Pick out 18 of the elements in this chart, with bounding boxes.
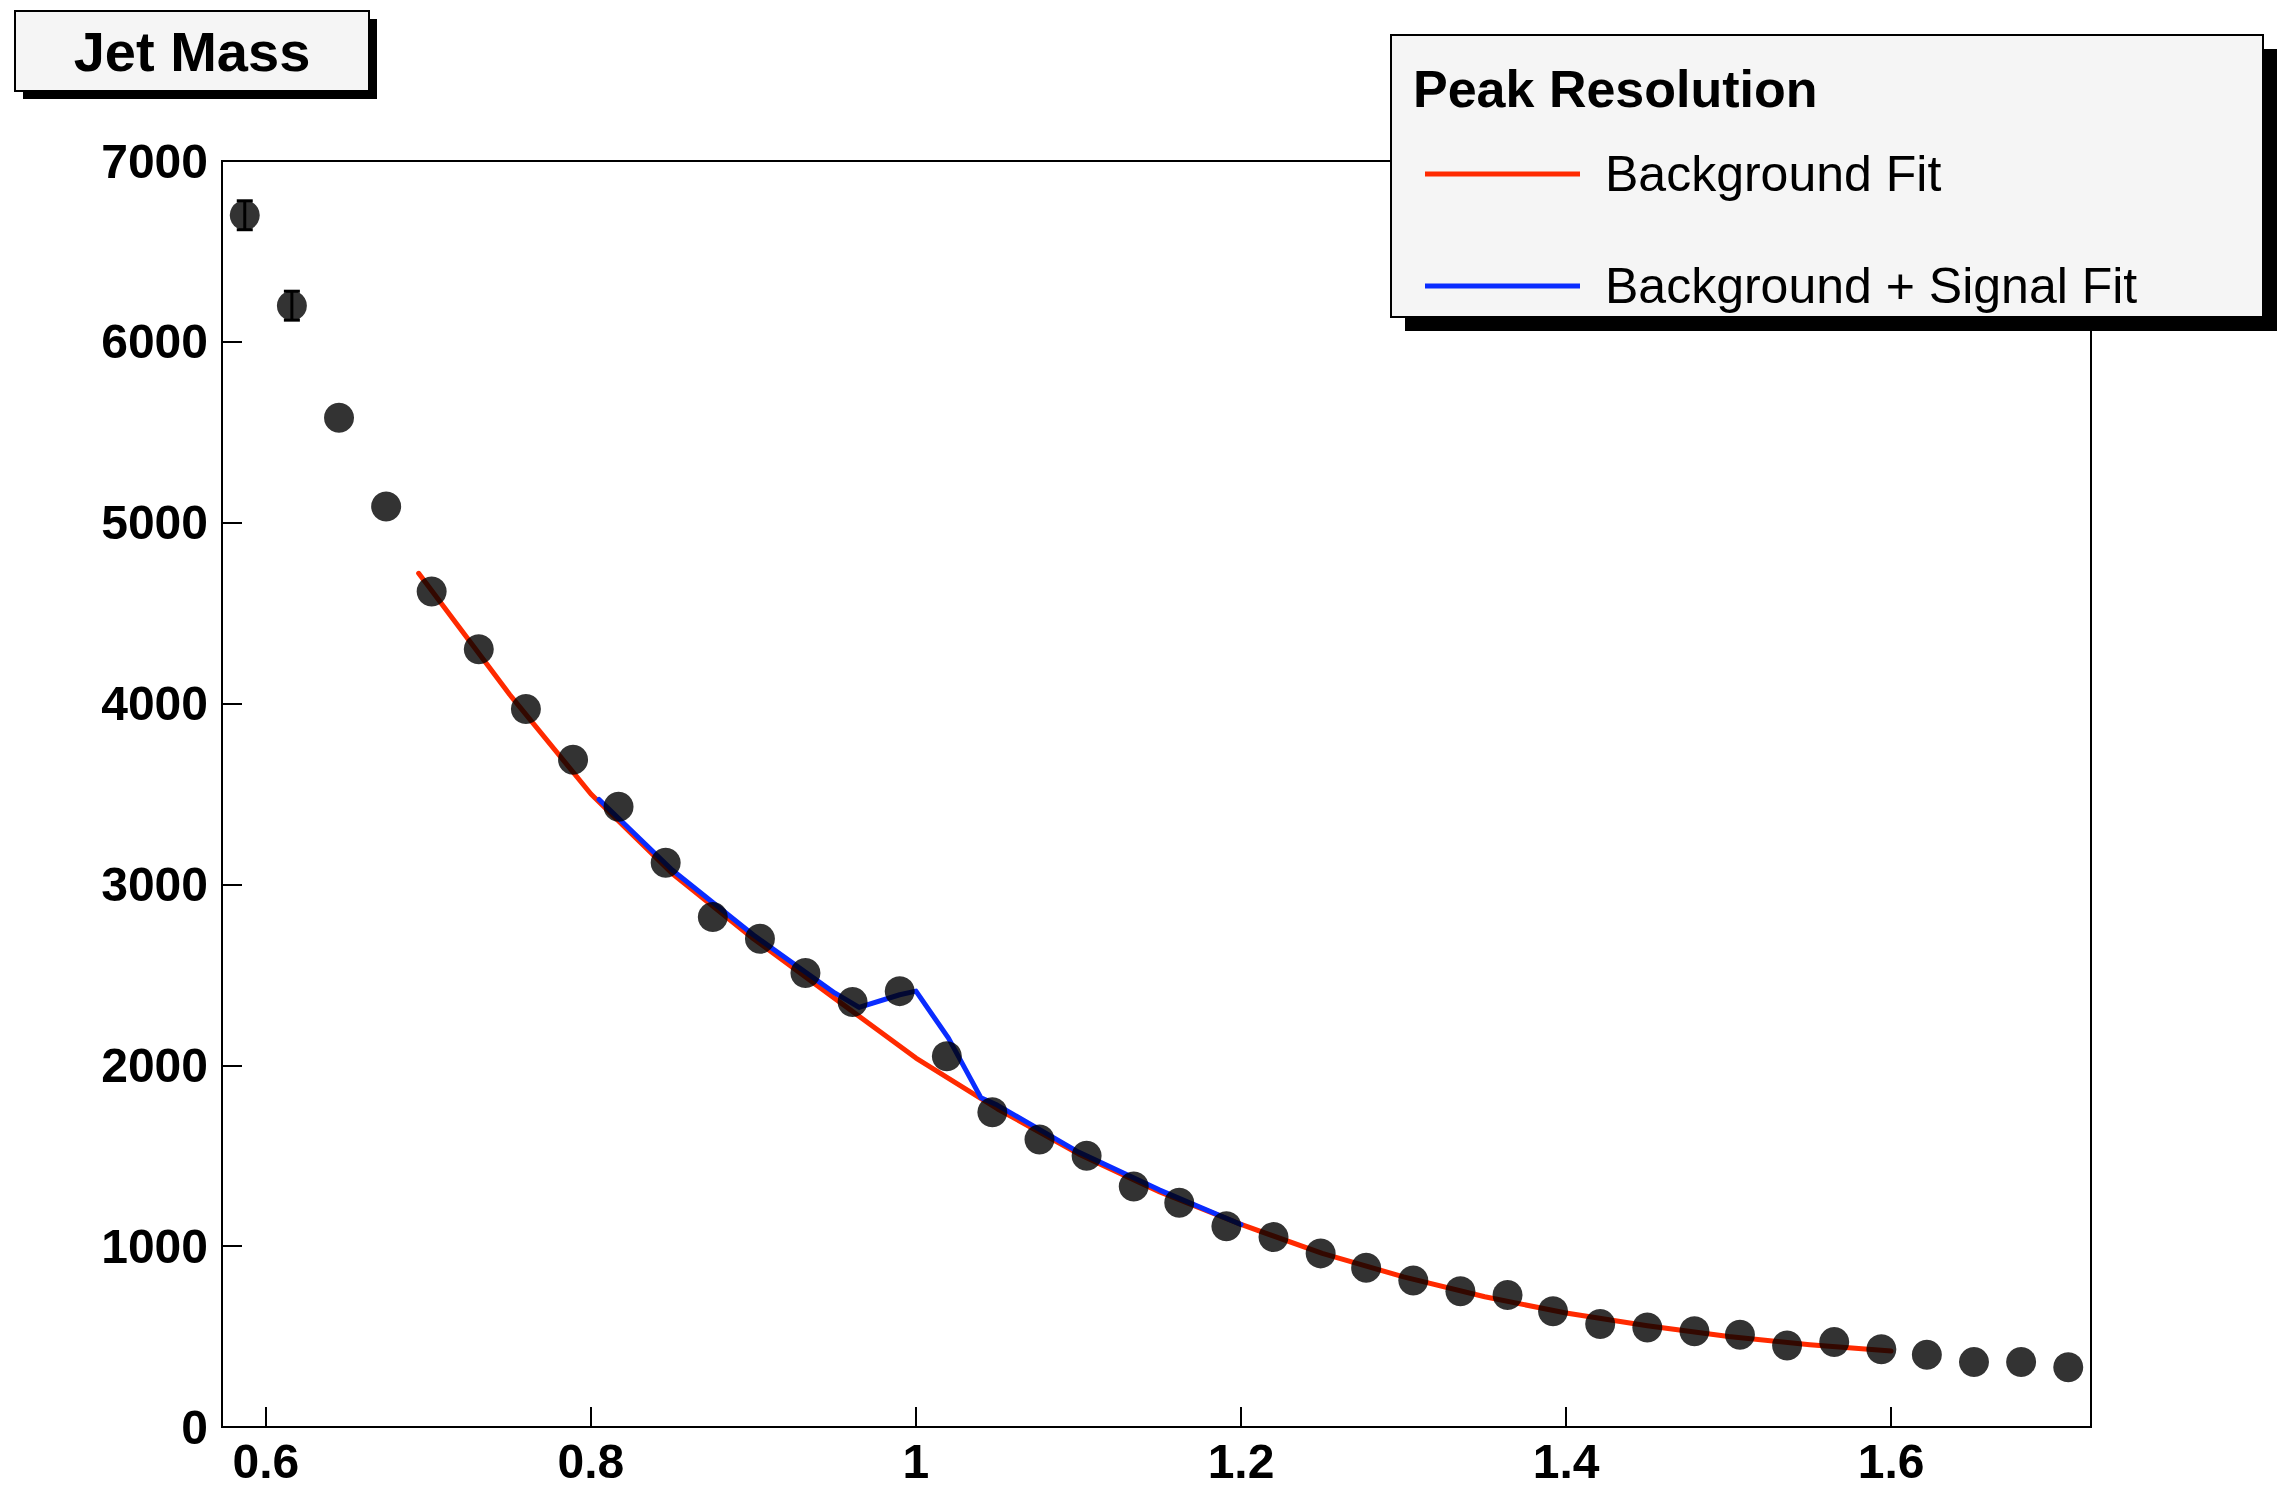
- x-tick-label: 0.6: [232, 1434, 300, 1488]
- y-tick-label: 6000: [101, 315, 208, 369]
- y-tick-label: 4000: [101, 677, 208, 731]
- chart-title: Jet Mass: [73, 19, 311, 83]
- x-tick-label: 0.8: [557, 1434, 625, 1488]
- y-tick-label: 2000: [101, 1038, 208, 1092]
- x-tick-label: 1.6: [1857, 1434, 1925, 1488]
- legend-label: Background Fit: [1605, 146, 1942, 202]
- x-tick-label: 1.4: [1532, 1434, 1600, 1488]
- legend-label: Background + Signal Fit: [1605, 258, 2138, 314]
- x-tick-label: 1.2: [1207, 1434, 1275, 1488]
- legend-title: Peak Resolution: [1413, 60, 1818, 118]
- y-tick-label: 0: [181, 1400, 208, 1454]
- y-tick-label: 5000: [101, 496, 208, 550]
- y-tick-label: 1000: [101, 1219, 208, 1273]
- y-tick-label: 3000: [101, 857, 208, 911]
- y-tick-label: 7000: [101, 134, 208, 188]
- x-tick-label: 1: [902, 1434, 930, 1488]
